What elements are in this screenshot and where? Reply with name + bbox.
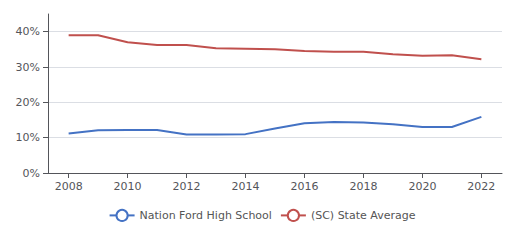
svg-text:10%: 10%: [16, 131, 40, 144]
svg-text:2014: 2014: [232, 180, 260, 193]
svg-text:2008: 2008: [55, 180, 83, 193]
svg-text:0%: 0%: [23, 167, 40, 180]
svg-text:(SC) State Average: (SC) State Average: [311, 209, 416, 222]
svg-text:2018: 2018: [349, 180, 377, 193]
svg-text:40%: 40%: [16, 25, 40, 38]
svg-text:2010: 2010: [114, 180, 142, 193]
svg-text:20%: 20%: [16, 96, 40, 109]
svg-text:Nation Ford High School: Nation Ford High School: [140, 209, 272, 222]
svg-text:2012: 2012: [173, 180, 201, 193]
svg-text:2020: 2020: [408, 180, 436, 193]
svg-text:30%: 30%: [16, 61, 40, 74]
svg-text:2016: 2016: [290, 180, 318, 193]
svg-text:2022: 2022: [467, 180, 495, 193]
